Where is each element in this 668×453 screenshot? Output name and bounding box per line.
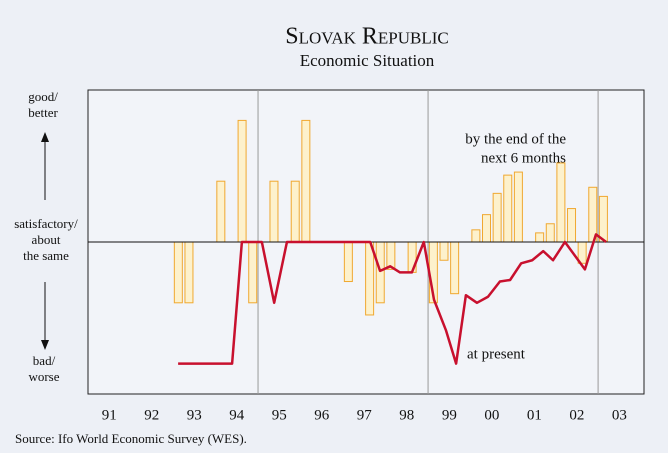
annotation-expectations: next 6 months bbox=[481, 150, 566, 166]
bar bbox=[439, 241, 449, 261]
bar bbox=[598, 195, 608, 243]
chart-title: Slovak Republic bbox=[285, 24, 449, 50]
x-tick-label: 94 bbox=[229, 407, 245, 423]
bar bbox=[545, 223, 555, 243]
y-label-bad: bad/ bbox=[33, 353, 56, 368]
bar bbox=[184, 241, 194, 304]
arrow-up-head bbox=[41, 132, 49, 142]
bar bbox=[248, 241, 258, 304]
bar bbox=[269, 180, 279, 243]
bar bbox=[482, 214, 492, 243]
y-label-satisfactory: about bbox=[32, 232, 61, 247]
bar bbox=[513, 171, 523, 243]
x-tick-label: 01 bbox=[527, 407, 542, 423]
x-tick-label: 92 bbox=[144, 407, 159, 423]
x-tick-label: 95 bbox=[272, 407, 287, 423]
bar bbox=[301, 119, 311, 243]
annotation-present: at present bbox=[467, 346, 526, 362]
y-label-good: better bbox=[28, 105, 58, 120]
x-tick-label: 98 bbox=[399, 407, 414, 423]
x-tick-label: 93 bbox=[187, 407, 202, 423]
x-tick-label: 91 bbox=[102, 407, 117, 423]
source: Source: Ifo World Economic Survey (WES). bbox=[15, 431, 247, 446]
annotation-expectations: by the end of the bbox=[465, 131, 566, 147]
bar bbox=[290, 180, 300, 243]
bar bbox=[492, 192, 502, 243]
bar bbox=[173, 241, 183, 304]
y-label-satisfactory: satisfactory/ bbox=[14, 216, 78, 231]
bar bbox=[237, 119, 247, 243]
chart-subtitle: Economic Situation bbox=[300, 51, 435, 70]
bar bbox=[343, 241, 353, 283]
y-label-satisfactory: the same bbox=[23, 248, 69, 263]
x-tick-label: 00 bbox=[484, 407, 499, 423]
x-tick-label: 97 bbox=[357, 407, 373, 423]
y-label-good: good/ bbox=[28, 89, 58, 104]
bar bbox=[567, 208, 577, 243]
line bbox=[178, 233, 607, 365]
bar bbox=[535, 232, 545, 243]
bar bbox=[471, 229, 481, 243]
bar bbox=[503, 174, 513, 243]
bar bbox=[556, 162, 566, 243]
x-tick-label: 99 bbox=[442, 407, 457, 423]
y-label-bad: worse bbox=[28, 369, 59, 384]
bar bbox=[365, 241, 375, 316]
bar bbox=[450, 241, 460, 295]
arrow-down-head bbox=[41, 340, 49, 350]
bar bbox=[375, 241, 385, 304]
bar bbox=[216, 180, 226, 243]
x-tick-label: 02 bbox=[569, 407, 584, 423]
x-tick-label: 96 bbox=[314, 407, 330, 423]
x-tick-label: 03 bbox=[612, 407, 627, 423]
